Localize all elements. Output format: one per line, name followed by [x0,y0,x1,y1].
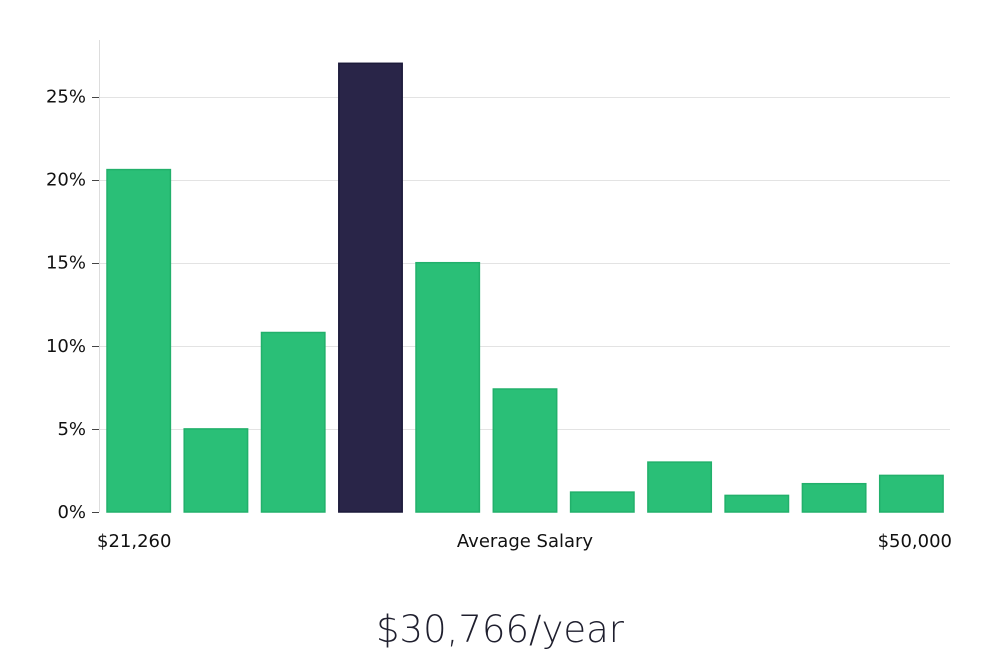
bars [106,62,944,513]
bar [415,261,481,513]
y-tick-label: 20% [46,170,86,191]
bar [878,474,944,513]
y-axis-ticks: 0% 5% 10% 15% 20% 25% [46,87,99,523]
bar [492,388,558,513]
bar [647,461,713,513]
gridlines [100,97,950,430]
bar [260,331,326,513]
y-tick-label: 0% [57,502,86,523]
salary-histogram: 0%5%10%15%20%25% $21,260 Average Salary … [46,40,952,552]
bar [569,491,635,513]
bar [724,494,790,513]
y-tick-label: 25% [46,87,86,108]
y-tick-label: 15% [46,253,86,274]
x-min-label: $21,260 [97,531,171,552]
bar [183,428,249,513]
bar [801,482,867,513]
y-tick-label: 5% [57,419,86,440]
average-salary-value: $30,766/year [375,608,624,651]
bar [106,168,172,513]
x-axis-title: Average Salary [457,531,594,552]
y-tick-label: 10% [46,336,86,357]
bar-highlighted [338,62,403,513]
x-max-label: $50,000 [878,531,952,552]
